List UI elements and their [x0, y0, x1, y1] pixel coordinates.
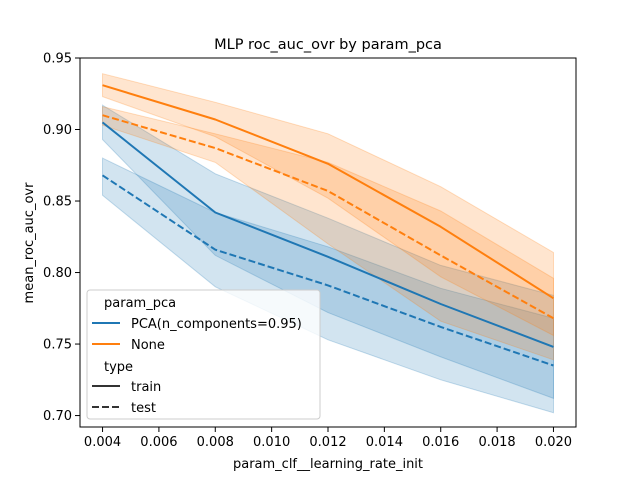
- x-axis-label: param_clf__learning_rate_init: [233, 457, 423, 472]
- legend-box: [86, 289, 321, 420]
- x-tick-label: 0.014: [366, 435, 403, 450]
- ci-band-2: [102, 73, 554, 337]
- y-tick-label: 0.75: [43, 338, 72, 353]
- y-tick-label: 0.70: [43, 409, 72, 424]
- legend: param_pca PCA(n_components=0.95) None ty…: [86, 289, 321, 420]
- series-line-3: [102, 114, 554, 320]
- ci-band-0: [102, 104, 554, 400]
- legend-hue-title: param_pca: [104, 296, 176, 311]
- x-tick-label: 0.012: [309, 435, 346, 450]
- legend-label-train: train: [131, 380, 161, 395]
- legend-label-pca: PCA(n_components=0.95): [131, 317, 302, 332]
- legend-label-none: None: [131, 338, 165, 353]
- x-axis-ticks: 0.004 0.006 0.008 0.010 0.012 0.014 0.016 0.018…: [84, 427, 572, 450]
- x-tick-label: 0.006: [140, 435, 177, 450]
- series-line-0: [101, 121, 554, 348]
- x-tick-label: 0.020: [535, 435, 572, 450]
- legend-style-title: type: [104, 360, 133, 375]
- y-tick-label: 0.85: [43, 195, 72, 210]
- y-tick-label: 0.95: [43, 52, 72, 67]
- ci-band-3: [102, 105, 554, 361]
- y-axis-ticks: 0.70 0.75 0.80 0.85 0.90 0.95: [43, 52, 80, 424]
- y-tick-label: 0.80: [43, 266, 72, 281]
- series-line-1: [101, 174, 554, 367]
- x-tick-label: 0.016: [422, 435, 459, 450]
- x-tick-label: 0.004: [84, 435, 121, 450]
- x-tick-label: 0.010: [253, 435, 290, 450]
- legend-label-test: test: [131, 401, 156, 416]
- y-axis-label: mean_roc_auc_ovr: [22, 182, 37, 304]
- chart-title: MLP roc_auc_ovr by param_pca: [214, 37, 442, 53]
- x-tick-label: 0.018: [478, 435, 515, 450]
- series-lines: [101, 84, 555, 367]
- y-tick-label: 0.90: [43, 123, 72, 138]
- x-tick-label: 0.008: [197, 435, 234, 450]
- series-line-2: [102, 84, 555, 300]
